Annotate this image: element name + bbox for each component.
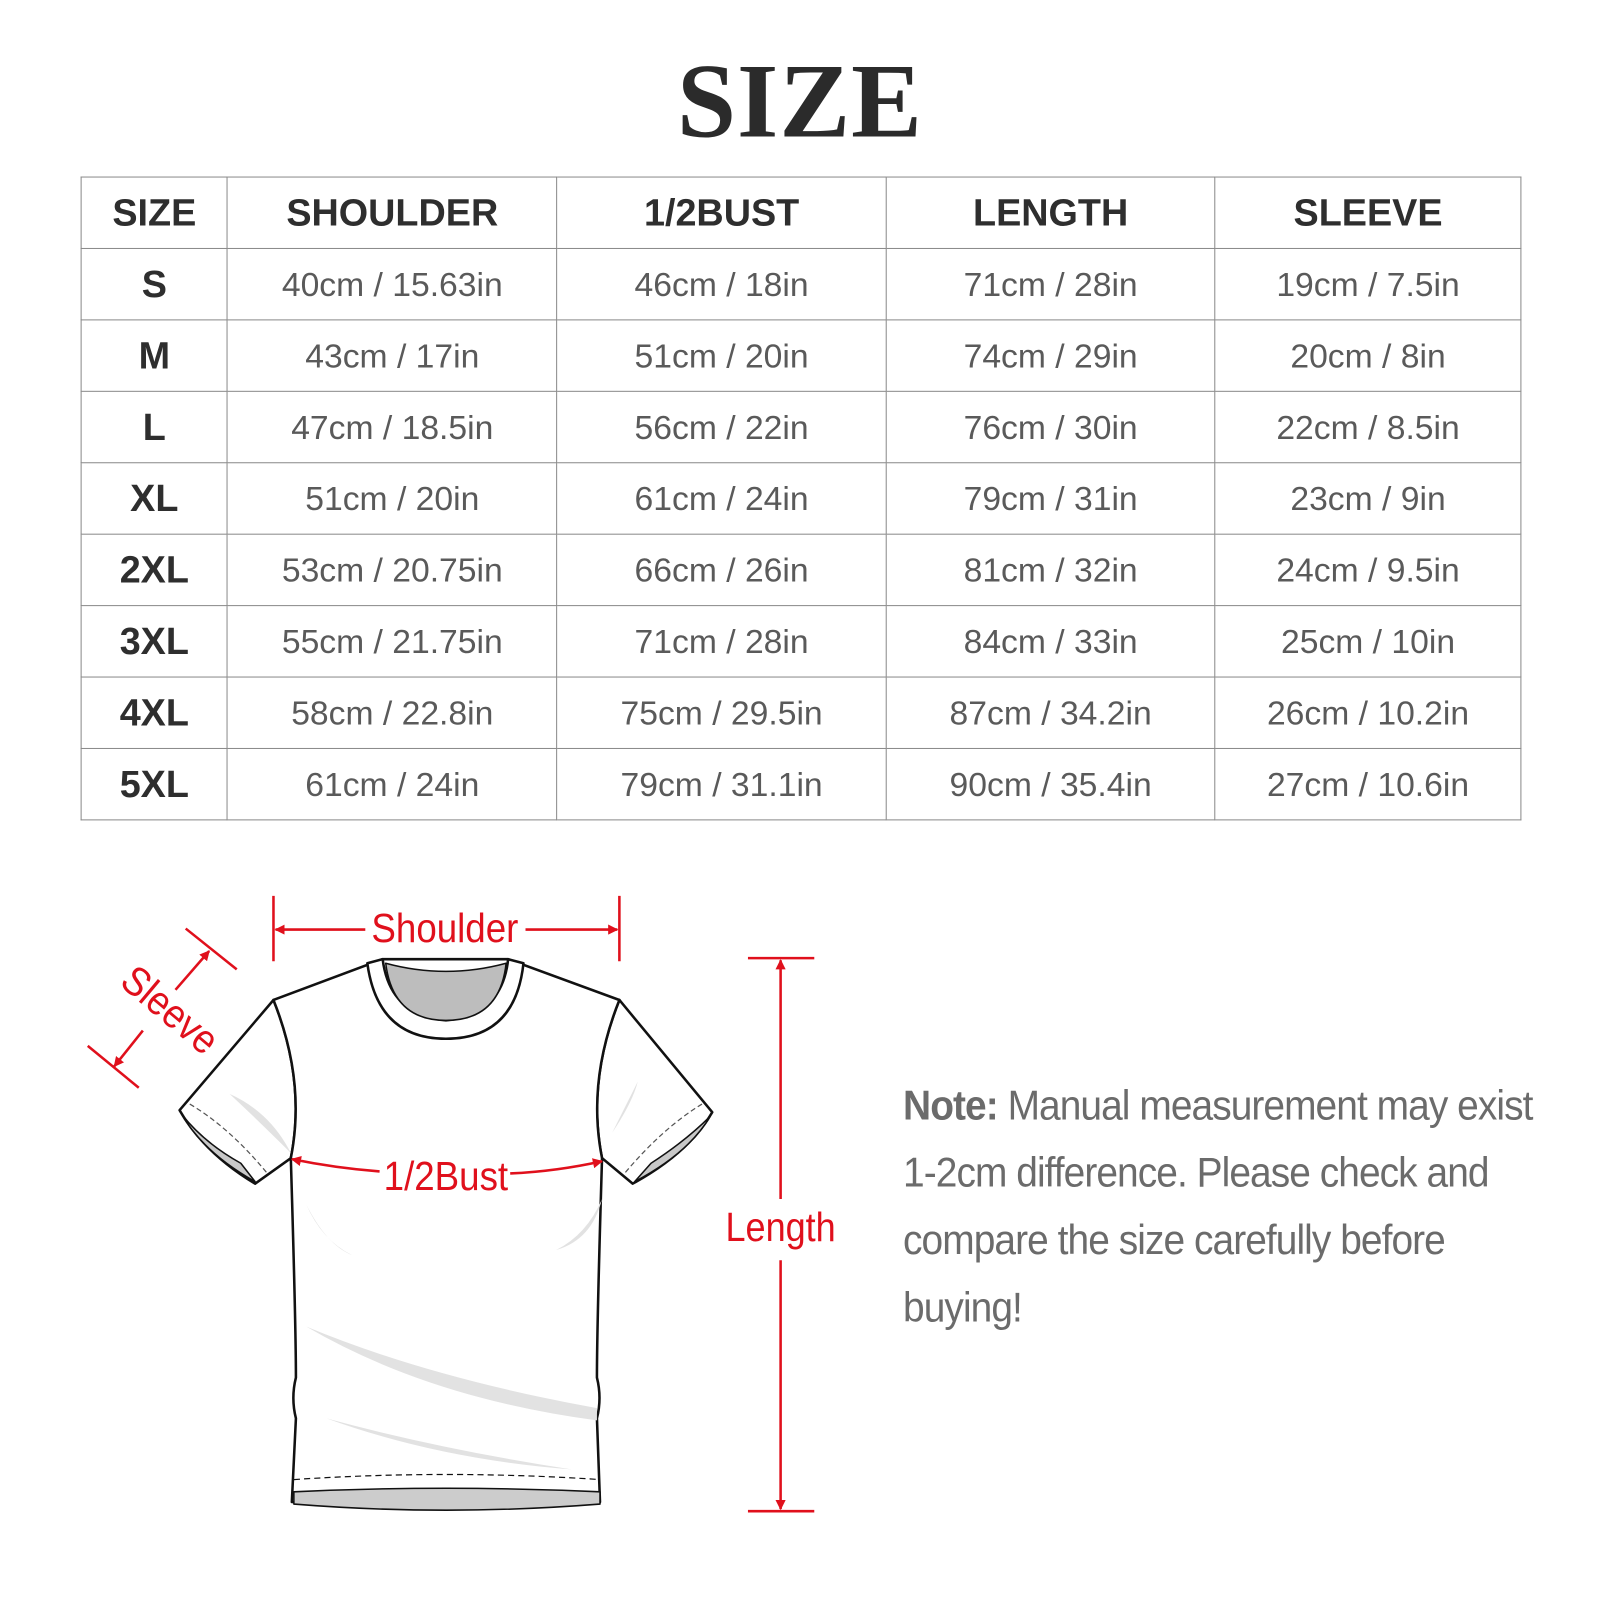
column-header-sleeve: SLEEVE: [1214, 176, 1522, 249]
sleeve-arrow-up: [174, 950, 211, 991]
sleeve-arrow-down: [113, 1029, 144, 1068]
length-label: Length: [726, 1204, 836, 1250]
size-cell: M: [80, 319, 229, 392]
table-header-row: SIZE SHOULDER 1/2BUST LENGTH SLEEVE: [80, 176, 1522, 249]
measurement-cell: 71cm / 28in: [556, 605, 887, 678]
page-title: SIZE: [677, 42, 923, 161]
measurement-cell: 40cm / 15.63in: [226, 247, 558, 321]
measurement-cell: 26cm / 10.2in: [1214, 676, 1522, 749]
table-row: 3XL 55cm / 21.75in 71cm / 28in 84cm / 33in 2…: [80, 605, 1522, 678]
table-row: XL 51cm / 20in 61cm / 24in 79cm / 31in 23cm …: [80, 462, 1522, 535]
measurement-cell: 61cm / 24in: [556, 462, 887, 535]
bust-arrow-right: [510, 1158, 604, 1175]
measurement-cell: 76cm / 30in: [885, 390, 1216, 464]
measurement-cell: 81cm / 32in: [885, 533, 1216, 607]
measurement-annotations: [86, 895, 815, 1513]
table-row: 4XL 58cm / 22.8in 75cm / 29.5in 87cm / 34.2…: [80, 676, 1522, 749]
measurement-cell: 20cm / 8in: [1214, 319, 1522, 392]
size-cell: 3XL: [80, 605, 229, 678]
table-row: 5XL 61cm / 24in 79cm / 31.1in 90cm / 35.4in…: [80, 747, 1522, 821]
measurement-cell: 55cm / 21.75in: [226, 605, 558, 678]
measurement-note: Note: Manual measurement may exist 1-2cm…: [903, 1071, 1558, 1340]
measurement-cell: 43cm / 17in: [226, 319, 558, 392]
column-header-length: LENGTH: [885, 176, 1216, 249]
tshirt-icon: [178, 957, 714, 1511]
sleeve-tick-bottom: [86, 1044, 140, 1089]
shoulder-label: Shoulder: [371, 905, 518, 951]
measurement-cell: 56cm / 22in: [556, 390, 887, 464]
measurement-cell: 58cm / 22.8in: [226, 676, 558, 749]
measurement-cell: 74cm / 29in: [885, 319, 1216, 392]
size-cell: L: [80, 390, 229, 464]
sleeve-tick-top: [184, 927, 238, 971]
measurement-cell: 23cm / 9in: [1214, 462, 1522, 535]
measurement-cell: 71cm / 28in: [885, 247, 1216, 321]
measurement-cell: 24cm / 9.5in: [1214, 533, 1522, 607]
column-header-1-2bust: 1/2BUST: [556, 176, 887, 249]
measurement-cell: 22cm / 8.5in: [1214, 390, 1522, 464]
measurement-cell: 27cm / 10.6in: [1214, 747, 1522, 821]
table-row: L 47cm / 18.5in 56cm / 22in 76cm / 30in 22cm…: [80, 390, 1522, 464]
measurement-cell: 84cm / 33in: [885, 605, 1216, 678]
measurement-cell: 19cm / 7.5in: [1214, 247, 1522, 321]
size-cell: S: [80, 247, 229, 321]
note-label: Note:: [903, 1081, 999, 1129]
measurement-cell: 66cm / 26in: [556, 533, 887, 607]
size-table: SIZE SHOULDER 1/2BUST LENGTH SLEEVE S 40cm / …: [80, 176, 1522, 821]
bust-arrow-left: [290, 1156, 380, 1173]
size-cell: XL: [80, 462, 229, 535]
measurement-cell: 51cm / 20in: [556, 319, 887, 392]
measurement-cell: 79cm / 31in: [885, 462, 1216, 535]
table-row: S 40cm / 15.63in 46cm / 18in 71cm / 28in 19c…: [80, 247, 1522, 321]
measurement-cell: 53cm / 20.75in: [226, 533, 558, 607]
table-row: M 43cm / 17in 51cm / 20in 74cm / 29in 20cm /…: [80, 319, 1522, 392]
measurement-cell: 87cm / 34.2in: [885, 676, 1216, 749]
table-row: 2XL 53cm / 20.75in 66cm / 26in 81cm / 32in 2…: [80, 533, 1522, 607]
measurement-cell: 46cm / 18in: [556, 247, 887, 321]
measurement-cell: 90cm / 35.4in: [885, 747, 1216, 821]
measurement-cell: 75cm / 29.5in: [556, 676, 887, 749]
size-cell: 4XL: [80, 676, 229, 749]
column-header-size: SIZE: [80, 176, 229, 249]
measurement-cell: 25cm / 10in: [1214, 605, 1522, 678]
measurement-cell: 61cm / 24in: [226, 747, 558, 821]
measurement-cell: 79cm / 31.1in: [556, 747, 887, 821]
bust-label: 1/2Bust: [384, 1153, 509, 1199]
note-text: Manual measurement may exist 1-2cm diffe…: [903, 1081, 1533, 1331]
size-cell: 5XL: [80, 747, 229, 821]
measurement-cell: 51cm / 20in: [226, 462, 558, 535]
